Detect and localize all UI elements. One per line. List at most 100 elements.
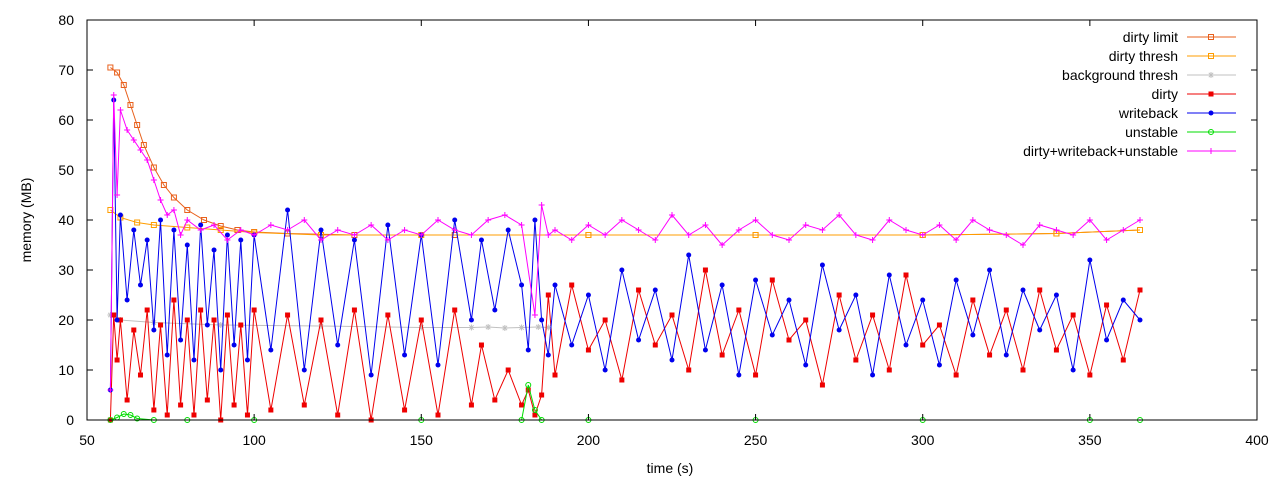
- data-point-writeback: [171, 227, 177, 233]
- data-point-dirty-writeback-unstable: [124, 127, 131, 133]
- legend-swatch-marker: [1208, 34, 1214, 40]
- data-point-dirty: [970, 297, 976, 303]
- data-point-dirty-writeback-unstable: [114, 192, 121, 198]
- data-point-dirty: [1104, 302, 1110, 308]
- data-point-writeback: [114, 317, 120, 323]
- data-point-dirty-thresh: [184, 224, 191, 231]
- data-point-writeback: [468, 317, 474, 323]
- data-point-dirty: [602, 317, 608, 323]
- data-point-writeback: [211, 247, 217, 253]
- data-point-background-thresh: [107, 312, 114, 318]
- data-point-writeback: [532, 217, 538, 223]
- data-point-dirty-limit: [107, 64, 114, 71]
- data-point-writeback: [204, 322, 210, 328]
- data-point-dirty: [158, 322, 164, 328]
- legend-swatch-marker: [1208, 53, 1214, 59]
- ticks-layer: 50 100 150 200 250 300 350 400 0 10 20 30 40 50 60 70 80: [58, 12, 1268, 448]
- data-point-writeback: [368, 372, 374, 378]
- x-tick-label: 150: [410, 432, 434, 448]
- data-point-dirty: [164, 412, 170, 418]
- data-point-unstable: [120, 411, 127, 417]
- data-point-writeback: [585, 292, 591, 298]
- data-point-writeback: [191, 357, 197, 363]
- data-point-writeback: [953, 277, 959, 283]
- data-point-writeback: [686, 252, 692, 258]
- data-point-dirty-writeback-unstable: [802, 222, 809, 228]
- data-point-dirty-writeback-unstable: [418, 232, 425, 238]
- data-point-dirty-limit: [217, 223, 224, 229]
- data-point-writeback: [1087, 257, 1093, 263]
- x-tick-label: 50: [79, 432, 95, 448]
- data-point-dirty: [124, 397, 130, 403]
- data-point-dirty-thresh: [585, 232, 592, 238]
- data-point-dirty-writeback-unstable: [150, 177, 157, 183]
- data-point-dirty-writeback-unstable: [237, 227, 244, 233]
- data-point-dirty-limit: [201, 217, 207, 223]
- legend-item-dirty-writeback-unstable: dirty+writeback+unstable: [1023, 143, 1236, 159]
- data-point-dirty-writeback-unstable: [157, 197, 164, 203]
- legend-item-background-thresh: background thresh: [1062, 67, 1236, 83]
- data-point-dirty: [585, 347, 591, 353]
- legend-swatch-marker: [1208, 72, 1214, 78]
- data-point-writeback: [886, 272, 892, 278]
- data-point-unstable: [127, 412, 134, 418]
- data-point-dirty: [903, 272, 909, 278]
- data-point-dirty-writeback-unstable: [368, 222, 375, 228]
- series-line-dirty-writeback-unstable: [109, 94, 1141, 391]
- data-point-dirty: [238, 322, 244, 328]
- data-point-dirty: [953, 372, 959, 378]
- data-point-dirty: [1037, 287, 1043, 293]
- legend-label: dirty thresh: [1109, 48, 1178, 64]
- y-tick-label: 40: [58, 212, 74, 228]
- data-point-dirty: [539, 392, 545, 398]
- x-tick-label: 200: [577, 432, 601, 448]
- data-point-writeback: [920, 297, 926, 303]
- data-point-writeback: [151, 327, 157, 333]
- data-point-writeback: [1003, 352, 1009, 358]
- data-point-dirty-limit: [114, 69, 121, 76]
- data-point-dirty-writeback-unstable: [1103, 237, 1110, 243]
- legend-item-dirty-limit: dirty limit: [1123, 29, 1236, 45]
- data-point-dirty-writeback-unstable: [211, 222, 218, 228]
- data-point-dirty: [1053, 347, 1059, 353]
- data-point-dirty-writeback-unstable: [251, 232, 258, 238]
- y-tick-label: 0: [66, 412, 74, 428]
- data-point-writeback: [1037, 327, 1043, 333]
- legend-swatch-marker: [1208, 91, 1214, 97]
- data-point-dirty: [652, 342, 658, 348]
- data-point-dirty: [519, 402, 525, 408]
- legend-item-dirty: dirty: [1152, 86, 1236, 102]
- data-point-background-thresh: [545, 324, 552, 331]
- legend-label: dirty: [1152, 86, 1178, 102]
- data-point-dirty-writeback-unstable: [224, 237, 231, 243]
- data-point-writeback: [178, 337, 184, 343]
- data-point-background-thresh: [217, 322, 224, 328]
- data-point-dirty: [178, 402, 184, 408]
- data-point-dirty: [669, 312, 675, 318]
- data-point-writeback: [519, 282, 525, 288]
- data-point-dirty: [920, 342, 926, 348]
- data-point-dirty: [385, 312, 391, 318]
- data-point-dirty-writeback-unstable: [177, 232, 184, 238]
- data-point-writeback: [619, 267, 625, 273]
- data-point-writeback: [753, 277, 759, 283]
- data-point-dirty-limit: [150, 164, 157, 171]
- data-point-writeback: [335, 342, 341, 348]
- data-point-dirty: [191, 412, 197, 418]
- data-point-dirty: [1020, 367, 1026, 373]
- data-point-dirty-writeback-unstable: [130, 137, 137, 143]
- data-point-dirty-writeback-unstable: [538, 202, 545, 208]
- data-point-writeback: [158, 217, 164, 223]
- data-point-dirty-limit: [134, 122, 141, 128]
- data-point-dirty: [114, 357, 120, 363]
- data-point-writeback: [1020, 287, 1026, 293]
- data-point-dirty-writeback-unstable: [334, 227, 341, 233]
- data-point-writeback: [224, 232, 230, 238]
- data-point-writeback: [385, 222, 391, 228]
- data-point-background-thresh: [535, 324, 542, 330]
- data-point-dirty-writeback-unstable: [719, 242, 726, 248]
- data-point-dirty-writeback-unstable: [735, 227, 742, 233]
- data-point-dirty-writeback-unstable: [384, 237, 391, 243]
- data-point-dirty: [251, 307, 257, 313]
